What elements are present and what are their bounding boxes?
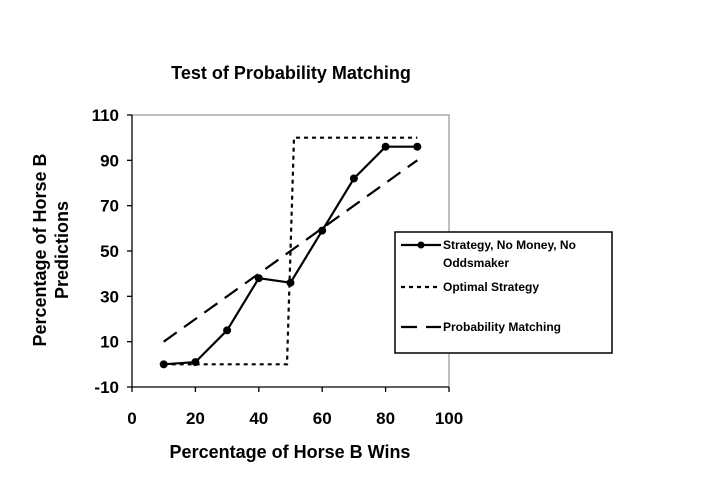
data-point	[318, 226, 327, 235]
x-axis-label: Percentage of Horse B Wins	[170, 442, 411, 462]
y-tick-label: -10	[94, 378, 119, 397]
y-axis-label-line-2: Predictions	[52, 201, 72, 299]
legend-label-0: Strategy, No Money, No	[443, 238, 576, 252]
series-line-2	[163, 159, 418, 343]
legend-box	[394, 231, 613, 354]
y-tick-label: 90	[100, 151, 119, 170]
x-tick-label: 40	[249, 409, 268, 428]
series-line-1	[163, 136, 418, 366]
legend-label-2: Probability Matching	[443, 320, 561, 334]
data-point	[381, 142, 390, 151]
chart-title: Test of Probability Matching	[171, 63, 411, 83]
axes: -10 10 30 50 70 90 110 0 20 40 60 80 100	[92, 106, 464, 428]
y-axis-label-line-1: Percentage of Horse B	[30, 153, 50, 346]
legend-label-1: Optimal Strategy	[443, 280, 539, 294]
x-tick-label: 80	[376, 409, 395, 428]
series-layer	[159, 136, 422, 369]
legend-label-0: Oddsmaker	[443, 256, 509, 270]
y-axis-label: Percentage of Horse B Predictions	[30, 153, 72, 346]
x-tick-label: 60	[313, 409, 332, 428]
data-point	[349, 174, 358, 183]
x-tick-label: 0	[127, 409, 136, 428]
data-point	[223, 326, 232, 335]
x-tick-label: 20	[186, 409, 205, 428]
legend-marker	[417, 241, 425, 249]
legend: Strategy, No Money, No Oddsmaker Optimal S…	[394, 231, 613, 354]
y-tick-label: 110	[92, 106, 119, 125]
x-tick-label: 100	[435, 409, 463, 428]
y-tick-label: 70	[100, 197, 119, 216]
data-point	[413, 142, 422, 151]
y-tick-label: 10	[100, 333, 119, 352]
y-tick-label: 50	[100, 242, 119, 261]
y-tick-label: 30	[100, 287, 119, 306]
